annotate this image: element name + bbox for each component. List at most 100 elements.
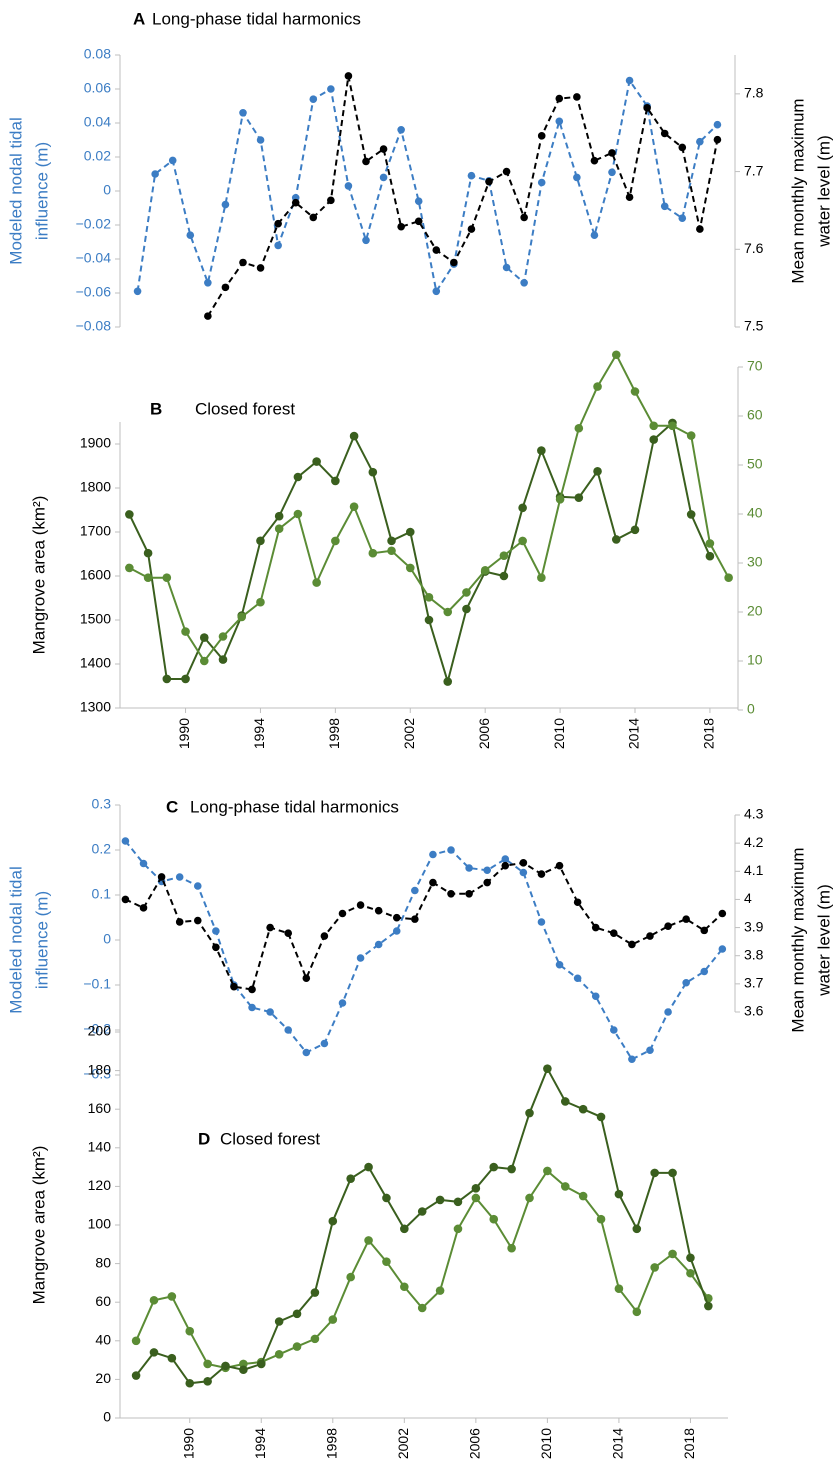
- data-point: [632, 1224, 642, 1234]
- data-point: [149, 1295, 159, 1305]
- y2-tick-label: 60: [747, 407, 763, 423]
- data-point: [573, 898, 582, 907]
- y-axis-title: Modeled nodal tidal: [6, 866, 25, 1013]
- data-point: [507, 1243, 516, 1253]
- data-point: [590, 231, 599, 239]
- data-point: [274, 524, 284, 533]
- data-point: [368, 467, 378, 477]
- data-point: [686, 1268, 695, 1278]
- x-tick-label: 2018: [681, 1428, 697, 1459]
- data-point: [450, 258, 458, 267]
- data-point: [611, 350, 621, 360]
- data-point: [143, 548, 153, 558]
- data-point: [256, 1359, 266, 1369]
- data-point: [199, 656, 209, 666]
- y-tick-label: 1700: [80, 523, 111, 539]
- y-tick-label: 40: [95, 1332, 111, 1348]
- data-point: [518, 503, 527, 513]
- data-point: [614, 1189, 624, 1199]
- data-point: [462, 604, 471, 614]
- data-point: [121, 895, 130, 904]
- data-point: [356, 901, 365, 909]
- y2-tick-label: 7.6: [744, 240, 764, 256]
- y-axis-title: Modeled nodal tidal: [6, 117, 25, 264]
- data-point: [221, 200, 230, 209]
- x-tick-label: 2006: [476, 718, 492, 749]
- data-point: [678, 214, 687, 222]
- data-point: [646, 932, 654, 940]
- data-point: [362, 157, 370, 166]
- y-tick-label: 1500: [80, 611, 111, 627]
- data-point: [284, 929, 293, 937]
- data-point: [382, 1193, 391, 1203]
- data-point: [121, 837, 130, 845]
- data-point: [429, 850, 437, 859]
- data-point: [181, 627, 190, 636]
- data-point: [480, 566, 490, 575]
- data-point: [499, 571, 509, 581]
- data-point: [237, 612, 247, 622]
- y-tick-label: 20: [95, 1370, 111, 1386]
- y2-axis-title: water level (m): [814, 135, 833, 247]
- data-point: [175, 918, 184, 926]
- data-point: [483, 878, 491, 887]
- data-point: [256, 264, 265, 272]
- data-point: [718, 945, 727, 953]
- data-point: [611, 535, 621, 544]
- y-tick-label: 0.1: [92, 886, 112, 902]
- data-point: [167, 1292, 177, 1301]
- y-tick-label: 0.04: [84, 114, 111, 130]
- data-point: [125, 563, 134, 573]
- data-point: [338, 999, 347, 1007]
- data-point: [417, 1303, 427, 1313]
- data-point: [239, 1365, 248, 1375]
- data-point: [292, 1309, 302, 1319]
- y-tick-label: −0.1: [83, 976, 111, 992]
- data-point: [346, 1272, 355, 1282]
- x-tick-label: 1998: [324, 1428, 340, 1459]
- y2-tick-label: 70: [747, 358, 763, 374]
- data-point: [467, 225, 476, 233]
- x-tick-label: 1990: [176, 718, 192, 749]
- data-point: [713, 120, 722, 129]
- data-point: [392, 913, 401, 922]
- x-tick-label: 2014: [626, 718, 642, 749]
- data-point: [555, 960, 564, 969]
- data-point: [248, 985, 256, 994]
- data-point: [555, 94, 564, 103]
- y-tick-label: 160: [88, 1100, 112, 1116]
- data-point: [501, 861, 510, 870]
- data-point: [471, 1193, 481, 1203]
- y-tick-label: 0: [103, 1409, 111, 1425]
- data-point: [362, 236, 370, 245]
- y-tick-label: −0.04: [76, 250, 112, 266]
- data-point: [499, 551, 509, 560]
- data-point: [628, 1055, 636, 1064]
- series-line: [124, 840, 724, 1061]
- data-point: [292, 1342, 302, 1351]
- data-point: [471, 1184, 481, 1193]
- data-point: [392, 927, 401, 935]
- y-tick-label: 80: [95, 1254, 111, 1270]
- data-point: [349, 431, 359, 441]
- y-tick-label: 0.3: [92, 796, 112, 812]
- data-point: [379, 145, 388, 153]
- y2-tick-label: 10: [747, 652, 763, 668]
- data-point: [519, 859, 528, 867]
- data-point: [435, 1195, 445, 1205]
- data-point: [501, 855, 510, 863]
- data-point: [151, 170, 159, 178]
- data-point: [256, 597, 265, 607]
- y2-axis-title: water level (m): [814, 884, 833, 996]
- chart-title: Long-phase tidal harmonics: [152, 9, 361, 28]
- data-point: [555, 861, 564, 870]
- data-point: [543, 1166, 552, 1176]
- data-point: [157, 873, 166, 881]
- data-point: [212, 943, 220, 952]
- data-point: [443, 677, 453, 686]
- y2-tick-label: 4.3: [744, 806, 764, 822]
- data-point: [560, 1097, 570, 1106]
- data-point: [302, 974, 311, 983]
- data-point: [256, 536, 265, 546]
- y-tick-label: 100: [88, 1216, 112, 1232]
